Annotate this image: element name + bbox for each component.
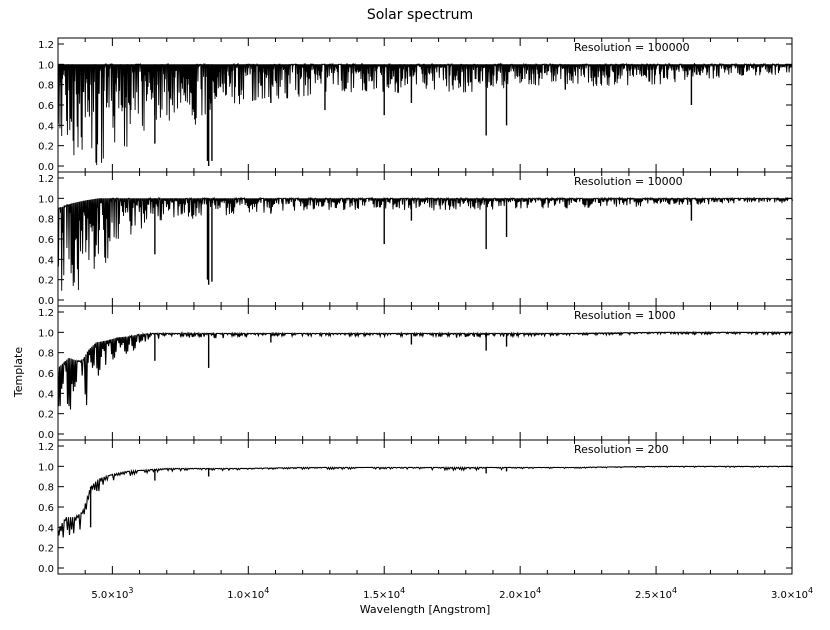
y-tick-label-4-4: 0.8 — [38, 483, 54, 494]
y-tick-label-1-2: 0.4 — [38, 121, 54, 132]
panel-label-4: Resolution = 200 — [574, 443, 669, 456]
panel-label-3: Resolution = 1000 — [574, 309, 676, 322]
y-tick-label-2-5: 1.0 — [38, 194, 54, 205]
spectrum-panel-3: 0.0 0.2 0.4 0.6 0.8 1.0 1.2 Resolution = 1000 — [38, 305, 793, 441]
spectrum-panel-4: 0.0 0.2 0.4 0.6 0.8 1.0 1.2 Resolution = 200 — [38, 439, 794, 575]
x-tick-label-3: 2.0×104 — [499, 586, 541, 601]
panel-frame-2 — [57, 171, 793, 307]
y-tick-label-2-4: 0.8 — [38, 215, 54, 226]
panel-frame-4 — [57, 439, 793, 575]
panel-label-1: Resolution = 100000 — [574, 41, 690, 54]
y-tick-label-2-6: 1.2 — [38, 174, 54, 185]
y-tick-label-3-2: 0.4 — [38, 389, 54, 400]
panel-frame-3 — [57, 305, 793, 441]
panel-frame-1 — [57, 37, 793, 173]
x-axis-label: Wavelength [Angstrom] — [360, 603, 491, 616]
chart-title: Solar spectrum — [367, 7, 473, 23]
x-tick-label-4: 2.5×104 — [635, 586, 677, 601]
y-tick-label-4-1: 0.2 — [38, 544, 54, 555]
y-tick-label-1-5: 1.0 — [38, 60, 54, 71]
y-tick-label-3-4: 0.8 — [38, 349, 54, 360]
y-tick-label-3-5: 1.0 — [38, 328, 54, 339]
spectrum-line-4 — [57, 465, 794, 538]
y-tick-label-4-6: 1.2 — [38, 442, 54, 453]
y-tick-label-2-2: 0.4 — [38, 255, 54, 266]
spectrum-panel-1: 0.0 0.2 0.4 0.6 0.8 1.0 1.2 Resolution = 100000 — [38, 37, 793, 173]
y-tick-label-1-3: 0.6 — [38, 101, 54, 112]
y-tick-label-1-0: 0.0 — [38, 162, 54, 173]
y-axis-label: Template — [12, 347, 25, 398]
y-tick-label-2-0: 0.0 — [38, 296, 54, 307]
y-tick-label-1-6: 1.2 — [38, 40, 54, 51]
y-tick-label-4-5: 1.0 — [38, 462, 54, 473]
y-tick-label-3-1: 0.2 — [38, 410, 54, 421]
y-tick-label-4-3: 0.6 — [38, 503, 54, 514]
spectrum-line-2 — [57, 196, 793, 291]
spectrum-line-3 — [57, 330, 793, 410]
y-tick-label-2-3: 0.6 — [38, 235, 54, 246]
y-tick-label-2-1: 0.2 — [38, 276, 54, 287]
y-tick-label-1-4: 0.8 — [38, 81, 54, 92]
panel-label-2: Resolution = 10000 — [574, 175, 683, 188]
x-tick-label-1: 1.0×104 — [227, 586, 269, 601]
y-tick-label-4-0: 0.0 — [38, 564, 54, 575]
y-tick-label-4-2: 0.4 — [38, 523, 54, 534]
y-tick-label-3-3: 0.6 — [38, 369, 54, 380]
y-tick-label-3-6: 1.2 — [38, 308, 54, 319]
x-tick-label-0: 5.0×103 — [91, 586, 133, 601]
y-tick-label-1-1: 0.2 — [38, 142, 54, 153]
x-tick-label-2: 1.5×104 — [363, 586, 405, 601]
y-tick-label-3-0: 0.0 — [38, 430, 54, 441]
spectrum-panel-2: 0.0 0.2 0.4 0.6 0.8 1.0 1.2 Resolution = 10000 — [38, 171, 793, 307]
spectrum-line-1 — [57, 62, 793, 166]
x-tick-label-5: 3.0×104 — [771, 586, 813, 601]
